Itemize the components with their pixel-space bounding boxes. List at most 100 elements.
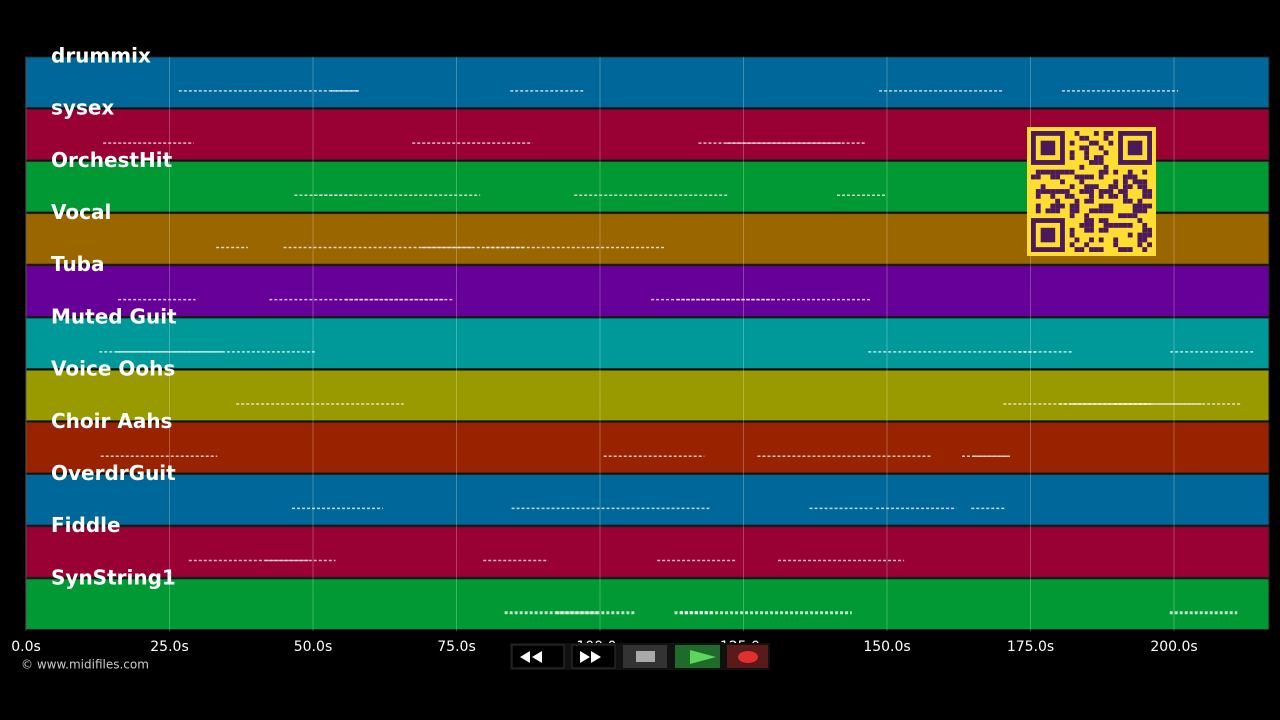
- qr-module: [1050, 193, 1056, 199]
- qr-module: [1035, 208, 1041, 214]
- qr-module: [1098, 247, 1104, 252]
- qr-module: [1069, 203, 1075, 209]
- icon: [580, 651, 601, 663]
- qr-module: [1084, 198, 1090, 204]
- qr-module: [1147, 227, 1152, 233]
- qr-module: [1089, 218, 1094, 223]
- icon: [636, 651, 655, 662]
- qr-module: [1137, 242, 1143, 248]
- qr-module: [1108, 140, 1114, 146]
- qr-module: [1069, 227, 1075, 233]
- qr-module: [1060, 189, 1065, 194]
- qr-module: [1103, 222, 1109, 228]
- qr-module: [1035, 174, 1041, 180]
- qr-module: [1098, 227, 1104, 233]
- qr-module: [1040, 184, 1046, 190]
- qr-module: [1074, 198, 1080, 204]
- qr-module: [1055, 169, 1061, 175]
- track-label: SynString1: [51, 565, 176, 589]
- qr-module: [1035, 189, 1041, 194]
- play-button[interactable]: [675, 645, 720, 668]
- qr-module: [1069, 155, 1075, 161]
- qr-module: [1050, 169, 1056, 175]
- qr-module: [1089, 222, 1094, 228]
- qr-module: [1055, 189, 1061, 194]
- qr-module: [1103, 169, 1109, 175]
- qr-module: [1045, 208, 1051, 214]
- qr-module: [1084, 184, 1090, 190]
- qr-module: [1084, 189, 1090, 194]
- qr-module: [1089, 189, 1094, 194]
- qr-module: [1084, 155, 1090, 161]
- qr-module: [1074, 237, 1080, 243]
- stop-button[interactable]: [623, 645, 667, 668]
- qr-module: [1069, 140, 1075, 146]
- qr-module: [1132, 203, 1138, 209]
- qr-finder: [1040, 227, 1056, 243]
- qr-module: [1069, 208, 1075, 214]
- qr-module: [1137, 203, 1143, 209]
- qr-module: [1122, 189, 1128, 194]
- qr-module: [1122, 222, 1128, 228]
- qr-module: [1060, 203, 1065, 209]
- forward-button[interactable]: [571, 644, 616, 669]
- qr-module: [1079, 145, 1085, 151]
- track-band: [25, 578, 1270, 630]
- rewind-button[interactable]: [511, 644, 565, 669]
- qr-module: [1045, 169, 1051, 175]
- qr-module: [1103, 218, 1109, 223]
- qr-module: [1093, 184, 1099, 190]
- grid: [25, 57, 1175, 631]
- qr-module: [1122, 247, 1128, 252]
- qr-module: [1098, 237, 1104, 243]
- qr-module: [1098, 174, 1104, 180]
- tick-label: 0.0s: [11, 639, 41, 655]
- qr-module: [1142, 179, 1148, 185]
- qr-module: [1089, 160, 1094, 165]
- qr-module: [1113, 169, 1119, 175]
- qr-module: [1035, 203, 1041, 209]
- track-band: [25, 421, 1270, 474]
- track-label: Vocal: [51, 200, 111, 224]
- qr-module: [1127, 184, 1133, 190]
- qr-finder: [1127, 140, 1143, 156]
- qr-module: [1074, 131, 1080, 136]
- track-label: Muted Guit: [51, 304, 177, 328]
- icon: [690, 650, 716, 664]
- qr-module: [1074, 247, 1080, 252]
- track-label: Fiddle: [51, 513, 121, 537]
- qr-module: [1103, 189, 1109, 194]
- qr-module: [1132, 174, 1138, 180]
- qr-module: [1118, 222, 1123, 228]
- qr-module: [1074, 208, 1080, 214]
- qr-module: [1040, 169, 1046, 175]
- qr-module: [1084, 227, 1090, 233]
- tick-label: 175.0s: [1007, 639, 1054, 655]
- record-button[interactable]: [727, 645, 768, 668]
- qr-module: [1127, 222, 1133, 228]
- qr-module: [1108, 203, 1114, 209]
- qr-module: [1045, 189, 1051, 194]
- qr-module: [1137, 208, 1143, 214]
- qr-module: [1127, 213, 1133, 219]
- qr-module: [1089, 174, 1094, 180]
- qr-module: [1142, 189, 1148, 194]
- qr-module: [1089, 247, 1094, 252]
- copyright: © www.midifiles.com: [21, 658, 149, 672]
- qr-module: [1132, 208, 1138, 214]
- qr-module: [1084, 150, 1090, 156]
- qr-module: [1108, 189, 1114, 194]
- qr-code: [1027, 127, 1156, 256]
- qr-module: [1060, 169, 1065, 175]
- qr-module: [1084, 135, 1090, 141]
- qr-module: [1079, 164, 1085, 170]
- track-label: drummix: [51, 44, 151, 68]
- qr-module: [1040, 189, 1046, 194]
- qr-module: [1127, 169, 1133, 175]
- qr-module: [1098, 203, 1104, 209]
- qr-module: [1089, 184, 1094, 190]
- qr-finder: [1040, 140, 1056, 156]
- qr-module: [1113, 179, 1119, 185]
- qr-module: [1137, 237, 1143, 243]
